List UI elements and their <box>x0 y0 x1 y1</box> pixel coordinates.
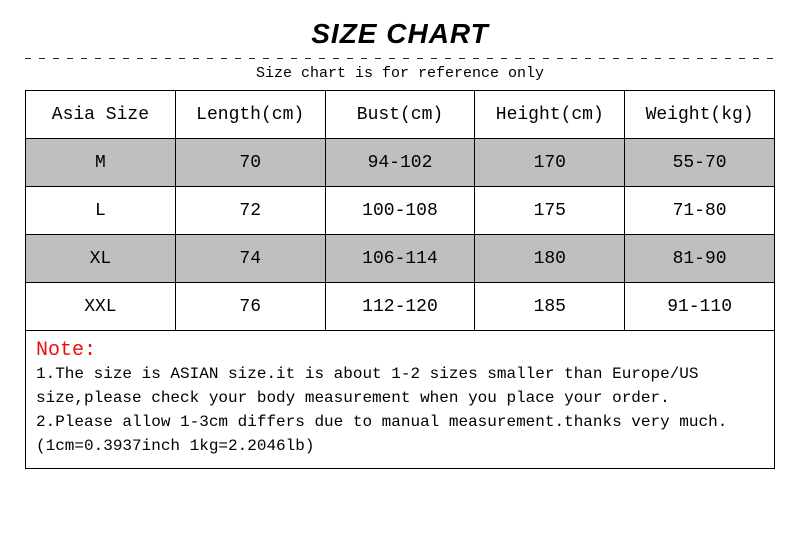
cell: XL <box>26 235 176 283</box>
cell: 106-114 <box>325 235 475 283</box>
cell: 71-80 <box>625 187 775 235</box>
cell: 72 <box>175 187 325 235</box>
note-box: Note: 1.The size is ASIAN size.it is abo… <box>25 330 775 469</box>
note-line: 1.The size is ASIAN size.it is about 1-2… <box>36 362 764 410</box>
col-header: Asia Size <box>26 91 176 139</box>
col-header: Height(cm) <box>475 91 625 139</box>
table-row: L 72 100-108 175 71-80 <box>26 187 775 235</box>
cell: 55-70 <box>625 139 775 187</box>
table-row: M 70 94-102 170 55-70 <box>26 139 775 187</box>
cell: 185 <box>475 283 625 331</box>
table-row: XXL 76 112-120 185 91-110 <box>26 283 775 331</box>
cell: M <box>26 139 176 187</box>
cell: 94-102 <box>325 139 475 187</box>
cell: 112-120 <box>325 283 475 331</box>
cell: 74 <box>175 235 325 283</box>
cell: 70 <box>175 139 325 187</box>
col-header: Length(cm) <box>175 91 325 139</box>
divider-dash <box>25 58 775 59</box>
col-header: Weight(kg) <box>625 91 775 139</box>
cell: 81-90 <box>625 235 775 283</box>
cell: L <box>26 187 176 235</box>
note-title: Note: <box>36 339 764 362</box>
table-header-row: Asia Size Length(cm) Bust(cm) Height(cm)… <box>26 91 775 139</box>
cell: 170 <box>475 139 625 187</box>
cell: XXL <box>26 283 176 331</box>
title: SIZE CHART <box>20 18 780 50</box>
cell: 91-110 <box>625 283 775 331</box>
table-row: XL 74 106-114 180 81-90 <box>26 235 775 283</box>
size-table: Asia Size Length(cm) Bust(cm) Height(cm)… <box>25 90 775 331</box>
cell: 180 <box>475 235 625 283</box>
col-header: Bust(cm) <box>325 91 475 139</box>
size-chart-card: SIZE CHART Size chart is for reference o… <box>20 0 780 469</box>
cell: 100-108 <box>325 187 475 235</box>
subtitle: Size chart is for reference only <box>20 65 780 82</box>
note-line: 2.Please allow 1-3cm differs due to manu… <box>36 410 764 458</box>
cell: 76 <box>175 283 325 331</box>
cell: 175 <box>475 187 625 235</box>
